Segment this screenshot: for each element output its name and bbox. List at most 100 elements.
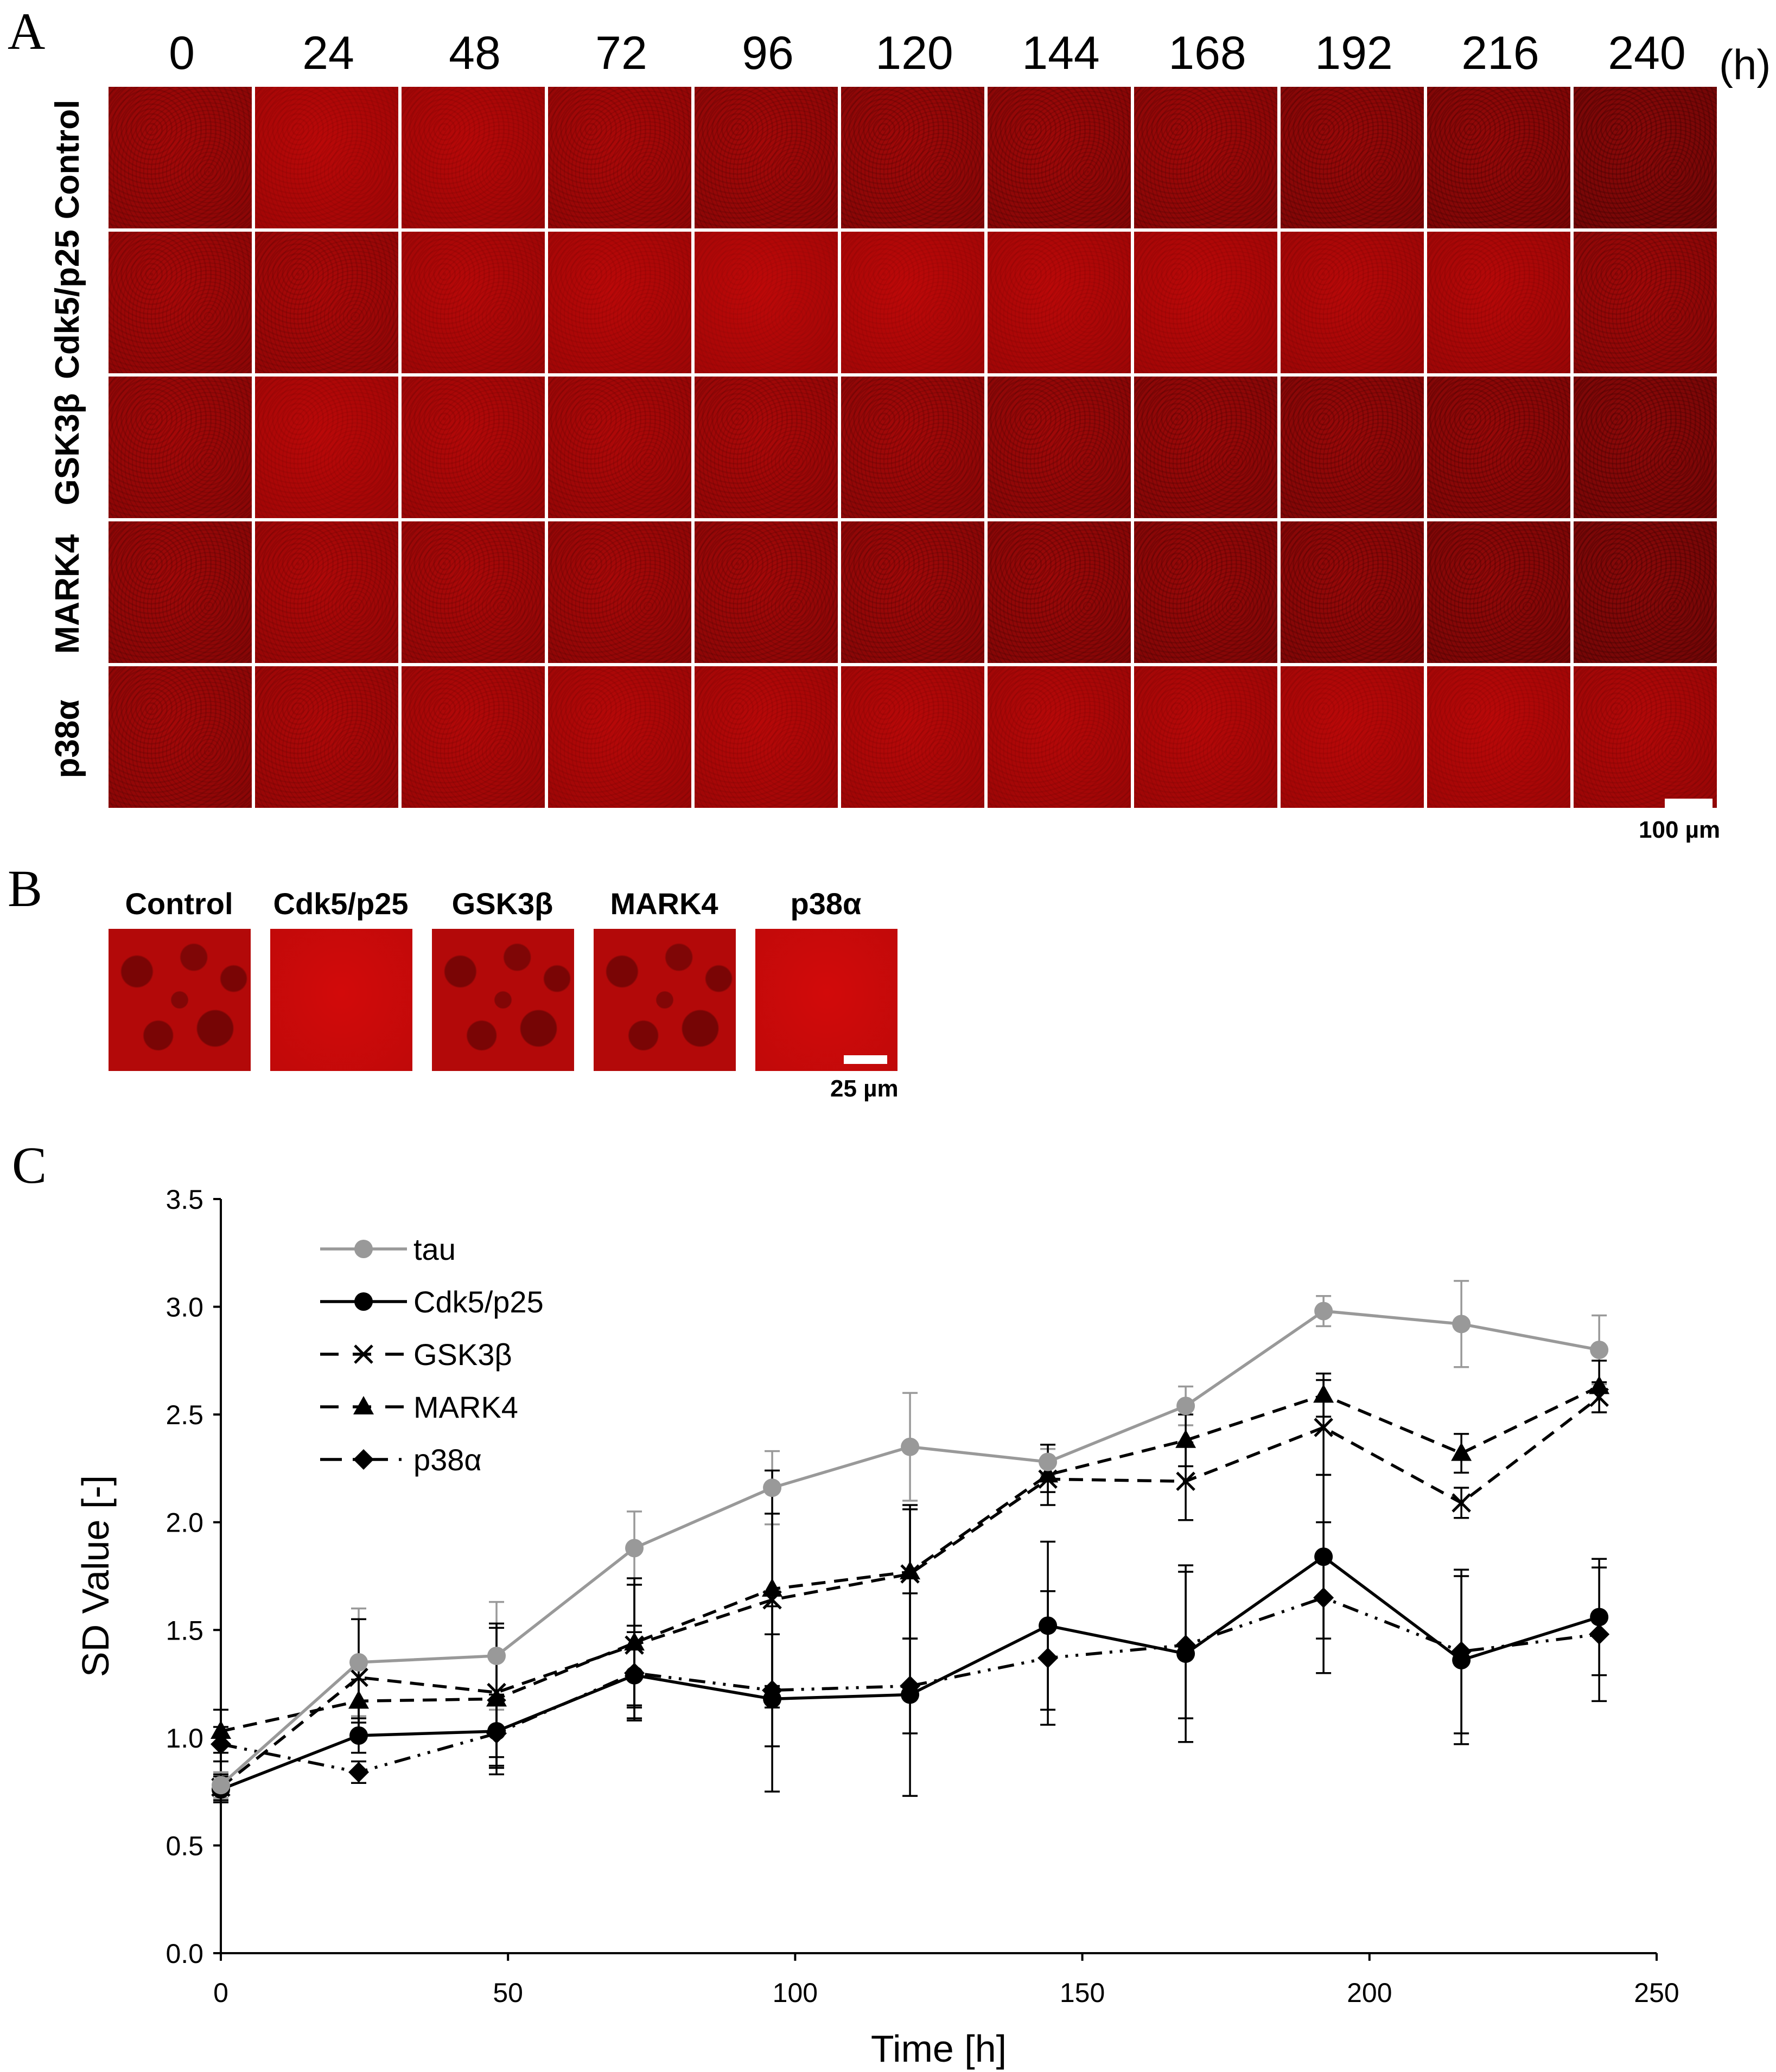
micrograph-tile [988,521,1131,663]
micrograph-tile [402,377,545,518]
micrograph-tile [109,87,252,228]
legend-marker [353,1449,374,1470]
legend-label: p38α [413,1443,482,1477]
x-tick-label: 100 [773,1978,818,2008]
micrograph-tile [402,521,545,663]
micrograph-tile [1281,87,1424,228]
micrograph-tile [695,87,838,228]
panel-b-label-2: GSK3β [451,887,553,921]
micrograph-tile [1134,666,1277,808]
time-label-0: 0 [169,27,195,79]
legend-label: Cdk5/p25 [413,1285,544,1319]
y-tick-label: 2.0 [165,1508,203,1538]
data-point-2 [1176,1471,1195,1491]
y-tick-label: 3.5 [165,1184,203,1215]
data-point-4 [762,1680,783,1701]
micrograph-tile [841,521,984,663]
panel-b-label-3: MARK4 [610,887,718,921]
data-point-0 [1452,1315,1471,1334]
micrograph-tile [1574,666,1717,808]
y-tick-label: 2.5 [165,1400,203,1430]
time-label-144: 144 [1022,27,1100,79]
micrograph-tile [1574,232,1717,373]
data-point-0 [625,1539,644,1558]
micrograph-tile [1427,666,1570,808]
micrograph-tile [988,666,1131,808]
panel-b-letter: B [8,859,43,917]
data-point-3 [1589,1375,1610,1394]
data-point-4 [211,1733,231,1755]
time-label-240: 240 [1608,27,1686,79]
data-point-1 [1314,1547,1333,1566]
panel-b-tile [432,929,574,1071]
legend-label: tau [413,1232,456,1266]
time-label-120: 120 [875,27,953,79]
micrograph-tile [548,521,691,663]
data-point-0 [1039,1452,1058,1471]
micrograph-tile [109,377,252,518]
panel-b-tile [594,929,736,1071]
micrograph-tile [548,232,691,373]
micrograph-tile [988,377,1131,518]
micrograph-tile [255,377,398,518]
micrograph-tile [255,232,398,373]
data-point-2 [1452,1493,1471,1513]
y-tick-label: 0.0 [165,1939,203,1969]
y-tick-label: 3.0 [165,1292,203,1323]
data-point-4 [1037,1647,1059,1668]
micrograph-tile [548,87,691,228]
data-point-3 [1451,1442,1472,1461]
micrograph-tile [1281,521,1424,663]
data-point-3 [1313,1384,1334,1403]
micrograph-tile [841,377,984,518]
y-tick-label: 1.0 [165,1723,203,1754]
data-point-0 [349,1653,368,1672]
micrograph-tile [548,377,691,518]
series-line-4 [220,1596,1600,1774]
time-label-216: 216 [1461,27,1539,79]
row-label-1: Cdk5/p25 [49,229,86,379]
micrograph-tile [988,232,1131,373]
time-label-48: 48 [449,27,501,79]
micrograph-tile [988,87,1131,228]
panel-b-label-4: p38α [790,887,862,921]
micrograph-tile [1134,377,1277,518]
data-point-1 [349,1726,368,1745]
micrograph-tile [841,666,984,808]
legend-label: GSK3β [413,1337,512,1372]
time-label-192: 192 [1315,27,1393,79]
micrograph-tile [1427,232,1570,373]
micrograph-tile [695,666,838,808]
data-point-4 [1175,1635,1196,1656]
panel-a-time-unit: (h) [1719,41,1771,88]
micrograph-tile [1281,377,1424,518]
data-point-0 [763,1478,782,1497]
micrograph-tile [402,87,545,228]
row-label-2: GSK3β [49,393,86,505]
micrograph-tile [109,666,252,808]
panel-b-tile [755,929,897,1071]
micrograph-tile [695,521,838,663]
x-tick-label: 200 [1347,1978,1392,2008]
data-point-4 [900,1675,921,1697]
x-axis-label: Time [h] [871,2028,1007,2070]
legend-marker [354,1292,373,1311]
data-point-4 [1589,1624,1610,1645]
micrograph-tile [548,666,691,808]
data-point-4 [348,1762,370,1783]
panel-a-letter: A [8,2,46,60]
data-point-0 [487,1646,506,1665]
y-tick-label: 1.5 [165,1615,203,1646]
row-label-0: Control [49,99,86,219]
data-point-3 [762,1578,783,1597]
micrograph-tile [841,232,984,373]
micrograph-tile [1281,666,1424,808]
micrograph-tile [402,666,545,808]
micrograph-tile [695,377,838,518]
micrograph-tile [109,521,252,663]
time-label-168: 168 [1168,27,1246,79]
micrograph-tile [109,232,252,373]
data-point-4 [1451,1641,1472,1662]
time-label-96: 96 [742,27,794,79]
micrograph-tile [402,232,545,373]
